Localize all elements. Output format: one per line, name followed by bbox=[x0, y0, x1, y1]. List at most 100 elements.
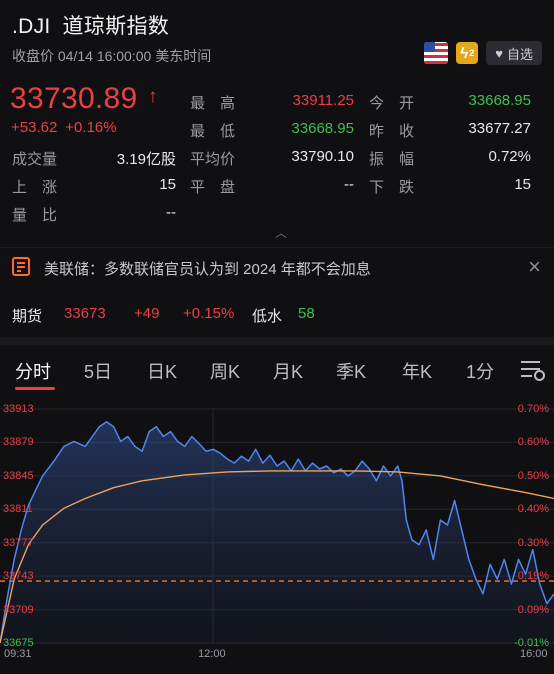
x-axis-label: 16:00 bbox=[520, 648, 548, 660]
average-line bbox=[0, 470, 554, 644]
stat-open: 今 开 33668.95 bbox=[369, 92, 531, 112]
y-axis-label-left: 33811 bbox=[3, 503, 33, 516]
active-tab-indicator bbox=[15, 387, 55, 390]
favorite-label: 自选 bbox=[506, 46, 533, 62]
futures-row[interactable]: 期货 33673 +49 +0.15% 低水 58 bbox=[0, 297, 554, 331]
stat-volume: 成交量 3.19亿股 bbox=[12, 148, 176, 168]
tab-weekly-k[interactable]: 周K bbox=[210, 362, 241, 382]
expand-caret-icon[interactable]: ︿ bbox=[275, 226, 288, 240]
y-axis-label-right: 0.09% bbox=[517, 603, 549, 616]
stat-value: 33668.95 bbox=[291, 120, 354, 137]
stat-value: 33911.25 bbox=[292, 92, 354, 109]
y-axis-label-left: 33743 bbox=[3, 570, 34, 583]
us-flag-icon bbox=[424, 42, 449, 64]
intraday-chart[interactable]: 33913 0.70% 33879 0.60% 33845 0.50% 33811 0.40%… bbox=[0, 395, 554, 674]
stat-label: 平均价 bbox=[190, 151, 236, 168]
stat-value: 0.72% bbox=[488, 148, 531, 165]
chart-period-tabs: 分时 5日 日K 周K 月K 季K 年K 1分 bbox=[0, 345, 554, 393]
last-price: 33730.89 bbox=[10, 82, 138, 115]
section-divider bbox=[0, 337, 554, 345]
news-headline[interactable]: 美联储：多数联储官员认为到 2024 年都不会加息 bbox=[44, 261, 371, 278]
y-axis-label-left: 33675 bbox=[3, 637, 34, 649]
add-favorite-button[interactable]: ♥ 自选 bbox=[486, 41, 542, 65]
stat-label: 成交量 bbox=[12, 151, 58, 168]
y-axis-label-left: 33777 bbox=[3, 536, 34, 549]
stat-value: -- bbox=[166, 204, 176, 221]
tab-monthly-k[interactable]: 月K bbox=[273, 362, 304, 382]
futures-change: +49 bbox=[134, 305, 160, 322]
stat-fall: 下 跌 15 bbox=[369, 176, 531, 196]
x-axis-label: 12:00 bbox=[198, 648, 226, 660]
stat-average: 平均价 33790.10 bbox=[190, 148, 354, 168]
stat-low: 最 低 33668.95 bbox=[190, 120, 354, 140]
stat-value: 33790.10 bbox=[291, 148, 354, 165]
change-value: +53.62 bbox=[11, 119, 58, 136]
stat-value: 33677.27 bbox=[468, 120, 531, 137]
lightning-badge: 2 bbox=[469, 48, 475, 58]
change-percent: +0.16% bbox=[65, 119, 117, 136]
tab-intraday[interactable]: 分时 bbox=[15, 362, 51, 382]
y-axis-label-left: 33879 bbox=[3, 436, 34, 449]
stat-volume-ratio: 量 比 -- bbox=[12, 204, 176, 224]
symbol-code: .DJI bbox=[12, 15, 51, 38]
stat-label: 上 涨 bbox=[12, 179, 58, 196]
tab-quarterly-k[interactable]: 季K bbox=[336, 362, 367, 382]
stat-label: 今 开 bbox=[369, 95, 415, 112]
heart-icon: ♥ bbox=[495, 45, 503, 61]
lightning-glyph: ϟ bbox=[460, 44, 469, 62]
stat-value: 15 bbox=[159, 176, 176, 193]
news-icon bbox=[12, 257, 30, 276]
stat-label: 最 低 bbox=[190, 123, 236, 140]
price-area bbox=[0, 421, 554, 643]
stat-value: 3.19亿股 bbox=[116, 151, 176, 168]
stat-rise: 上 涨 15 bbox=[12, 176, 176, 196]
index-name: 道琼斯指数 bbox=[62, 15, 170, 38]
tab-5day[interactable]: 5日 bbox=[84, 362, 113, 382]
tab-1min[interactable]: 1分 bbox=[466, 362, 495, 382]
basis-label: 低水 bbox=[252, 308, 283, 325]
stat-value: 33668.95 bbox=[468, 92, 531, 109]
close-icon[interactable]: × bbox=[528, 254, 541, 279]
y-axis-label-left: 33709 bbox=[3, 603, 34, 616]
futures-label: 期货 bbox=[12, 308, 43, 325]
futures-price: 33673 bbox=[64, 305, 106, 322]
stat-value: -- bbox=[344, 176, 354, 193]
price-line bbox=[0, 421, 554, 644]
y-axis-label-right: 0.40% bbox=[517, 503, 549, 516]
stat-label: 下 跌 bbox=[369, 179, 415, 196]
y-axis-label-left: 33845 bbox=[3, 469, 34, 482]
y-axis-label-right: 0.60% bbox=[517, 436, 549, 449]
arrow-up-icon: ↑ bbox=[148, 86, 158, 107]
close-status: 收盘价 04/14 16:00:00 美东时间 bbox=[12, 48, 212, 64]
tab-daily-k[interactable]: 日K bbox=[147, 362, 178, 382]
news-ticker[interactable]: 美联储：多数联储官员认为到 2024 年都不会加息 × bbox=[0, 247, 554, 285]
y-axis-label-right: 0.70% bbox=[517, 403, 549, 415]
price-summary: 33730.89 ↑ +53.62 +0.16% 最 高 33911.25 今 开… bbox=[0, 80, 554, 230]
stat-label: 最 高 bbox=[190, 95, 236, 112]
futures-change-percent: +0.15% bbox=[183, 305, 235, 322]
y-axis-label-right: 0.19% bbox=[517, 570, 549, 583]
stat-high: 最 高 33911.25 bbox=[190, 92, 354, 112]
stat-label: 平 盘 bbox=[190, 179, 236, 196]
y-axis-label-right: 0.30% bbox=[517, 536, 549, 549]
chart-settings-icon[interactable] bbox=[521, 359, 545, 381]
stat-label: 昨 收 bbox=[369, 123, 415, 140]
tab-yearly-k[interactable]: 年K bbox=[402, 362, 433, 382]
stat-label: 量 比 bbox=[12, 207, 58, 224]
stat-flat: 平 盘 -- bbox=[190, 176, 354, 196]
page-title: .DJI 道琼斯指数 bbox=[12, 10, 169, 40]
stat-amplitude: 振 幅 0.72% bbox=[369, 148, 531, 168]
basis-value: 58 bbox=[298, 305, 315, 322]
price-change: +53.62 +0.16% bbox=[11, 119, 117, 136]
x-axis-label: 09:31 bbox=[4, 648, 32, 660]
y-axis-label-right: -0.01% bbox=[514, 637, 549, 649]
stat-label: 振 幅 bbox=[369, 151, 415, 168]
stat-prev-close: 昨 收 33677.27 bbox=[369, 120, 531, 140]
y-axis-label-right: 0.50% bbox=[517, 469, 549, 482]
stat-value: 15 bbox=[514, 176, 531, 193]
chart-canvas[interactable] bbox=[0, 395, 554, 674]
y-axis-label-left: 33913 bbox=[3, 403, 34, 415]
